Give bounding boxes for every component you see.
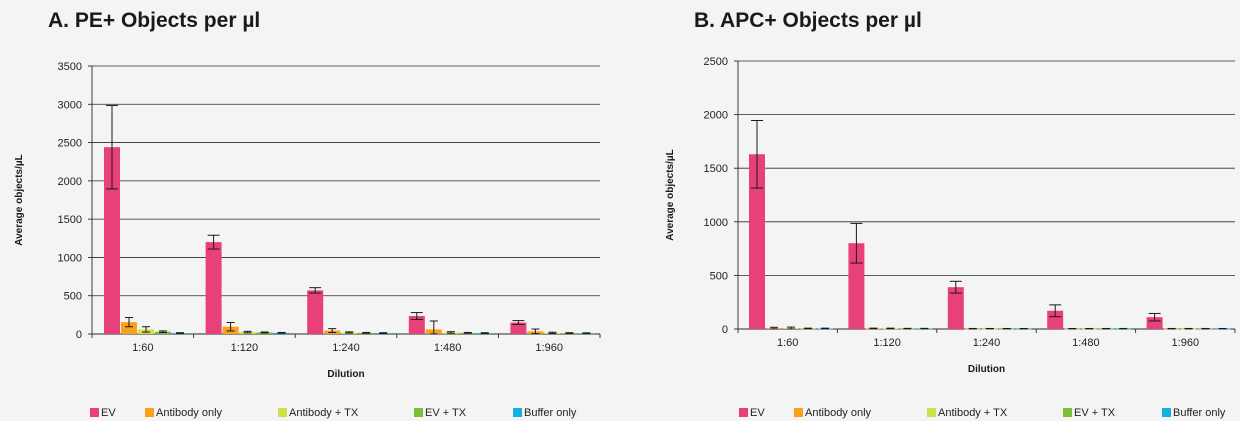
y-tick-label: 1000 xyxy=(704,217,728,229)
bar-ev xyxy=(104,147,120,334)
legend-label: Antibody only xyxy=(805,407,872,419)
x-tick-label: 1:240 xyxy=(973,337,1001,349)
y-tick-label: 500 xyxy=(64,291,82,303)
bar-ev xyxy=(848,243,865,329)
legend-swatch-buffer-only xyxy=(513,408,522,417)
legend-swatch-ev-tx xyxy=(1063,408,1072,417)
legend-label: Buffer only xyxy=(1173,407,1226,419)
x-tick-label: 1:960 xyxy=(535,342,563,354)
legend-label: Antibody only xyxy=(156,407,223,419)
y-axis-label: Average objects/µL xyxy=(14,154,25,246)
bar-ev xyxy=(1047,310,1064,329)
y-tick-label: 0 xyxy=(722,324,728,336)
legend-swatch-antibody-tx xyxy=(278,408,287,417)
legend-label: EV + TX xyxy=(1074,407,1116,419)
y-tick-label: 1000 xyxy=(58,252,82,264)
legend-label: EV + TX xyxy=(425,407,467,419)
y-tick-label: 500 xyxy=(710,270,728,282)
y-tick-label: 2500 xyxy=(704,56,728,68)
chart-panel-apc: B. APC+ Objects per µl 0 500 1000 1500 2000 25… xyxy=(665,9,1236,419)
y-tick-label: 2500 xyxy=(58,138,82,150)
legend-swatch-antibody-only xyxy=(794,408,803,417)
bar-ev xyxy=(947,287,964,329)
y-tick-label: 2000 xyxy=(704,110,728,122)
x-axis-label: Dilution xyxy=(327,369,364,380)
legend-swatch-ev-tx xyxy=(414,408,423,417)
y-tick-label: 0 xyxy=(76,329,82,341)
bar-ev xyxy=(510,322,527,334)
x-tick-label: 1:480 xyxy=(1072,337,1100,349)
bar-ev xyxy=(307,290,324,334)
y-tick-label: 2000 xyxy=(58,176,82,188)
bar-ev xyxy=(408,316,425,334)
x-tick-label: 1:480 xyxy=(434,342,462,354)
chart-title: A. PE+ Objects per µl xyxy=(48,9,260,32)
legend-label: Buffer only xyxy=(524,407,577,419)
legend-label: EV xyxy=(101,407,116,419)
y-tick-label: 1500 xyxy=(58,214,82,226)
y-tick-label: 1500 xyxy=(704,163,728,175)
y-tick-label: 3000 xyxy=(58,99,82,111)
bar-ev xyxy=(749,154,765,329)
x-tick-label: 1:960 xyxy=(1172,337,1200,349)
legend-label: EV xyxy=(750,407,765,419)
x-tick-label: 1:240 xyxy=(332,342,360,354)
legend-swatch-ev xyxy=(90,408,99,417)
y-tick-label: 3500 xyxy=(58,61,82,73)
bar-ev xyxy=(1146,317,1163,329)
chart-panel-pe: A. PE+ Objects per µl 0 500 1000 1500 2000 250… xyxy=(14,9,601,419)
legend-swatch-antibody-tx xyxy=(927,408,936,417)
y-axis-label: Average objects/µL xyxy=(665,149,676,241)
legend-label: Antibody + TX xyxy=(289,407,359,419)
bar-antibody-only xyxy=(121,322,137,334)
legend-swatch-buffer-only xyxy=(1162,408,1171,417)
x-axis-label: Dilution xyxy=(968,364,1005,375)
x-tick-label: 1:60 xyxy=(132,342,153,354)
x-tick-label: 1:120 xyxy=(873,337,901,349)
legend-swatch-antibody-only xyxy=(145,408,154,417)
chart-title: B. APC+ Objects per µl xyxy=(694,9,922,32)
legend-label: Antibody + TX xyxy=(938,407,1008,419)
bar-ev xyxy=(205,242,222,334)
legend-swatch-ev xyxy=(739,408,748,417)
x-tick-label: 1:60 xyxy=(777,337,798,349)
x-tick-label: 1:120 xyxy=(231,342,259,354)
